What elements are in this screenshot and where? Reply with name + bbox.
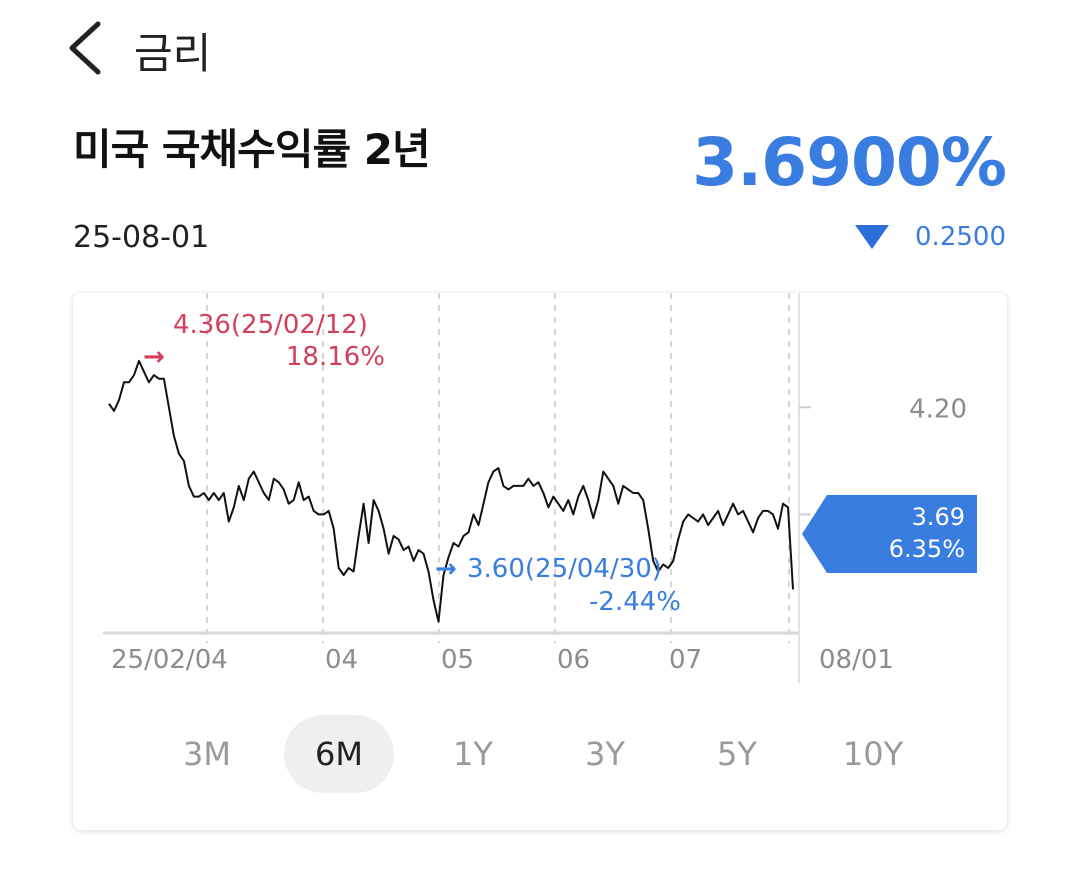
x-tick-label: 08/01 xyxy=(819,645,894,675)
down-triangle-icon xyxy=(855,225,890,249)
period-5y-button[interactable]: 5Y xyxy=(717,735,757,773)
x-tick-label: 05 xyxy=(441,645,474,675)
period-6m-button[interactable]: 6M xyxy=(284,715,394,793)
period-1y-button[interactable]: 1Y xyxy=(453,735,493,773)
current-value-text: 3.69 xyxy=(912,503,965,531)
current-value-tag xyxy=(802,495,977,573)
current-price: 3.6900% xyxy=(692,124,1007,201)
x-tick-label: 04 xyxy=(325,645,358,675)
low-marker-pct: -2.44% xyxy=(589,587,681,617)
back-button[interactable] xyxy=(60,18,116,78)
current-pct-text: 6.35% xyxy=(889,535,965,563)
high-marker-arrow: → xyxy=(143,342,165,372)
period-10y-button[interactable]: 10Y xyxy=(842,735,904,773)
x-tick-label: 07 xyxy=(669,645,702,675)
low-marker-arrow: → xyxy=(435,554,457,584)
price-date: 25-08-01 xyxy=(73,220,210,255)
period-3y-button[interactable]: 3Y xyxy=(585,735,625,773)
x-tick-label: 25/02/04 xyxy=(111,645,228,675)
period-3m-button[interactable]: 3M xyxy=(183,735,231,773)
series-line xyxy=(108,359,794,623)
chevron-left-icon xyxy=(69,21,101,75)
top-app-bar: 금리 xyxy=(0,0,1079,100)
page-title: 금리 xyxy=(134,29,212,78)
high-marker-label: 4.36(25/02/12) xyxy=(173,310,368,340)
period-selector: 3M 6M 1Y 3Y 5Y 10Y xyxy=(73,715,1007,793)
change-value: 0.2500 xyxy=(915,222,1006,252)
low-marker-label: 3.60(25/04/30) xyxy=(467,554,662,584)
instrument-name: 미국 국채수익률 2년 xyxy=(73,125,431,174)
x-tick-label: 06 xyxy=(557,645,590,675)
y-tick-label: 4.20 xyxy=(909,394,967,424)
high-marker-pct: 18.16% xyxy=(286,342,385,372)
price-change: 0.2500 xyxy=(855,222,1006,252)
